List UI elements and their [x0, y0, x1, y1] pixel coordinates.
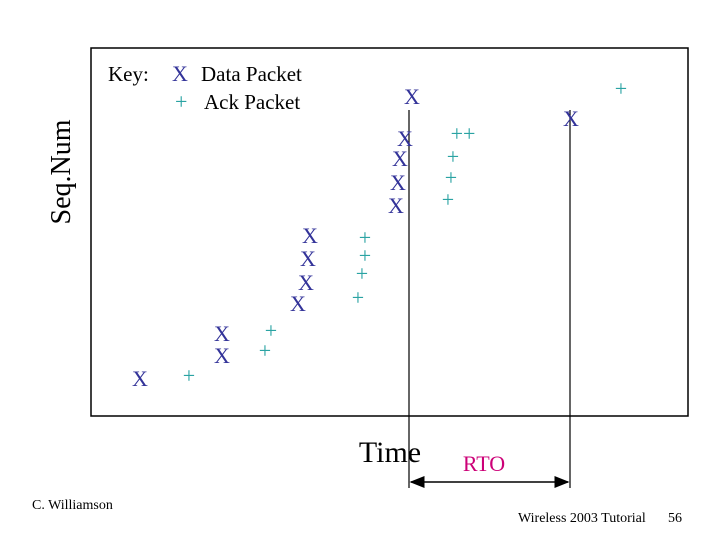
data-packet: X [300, 246, 316, 271]
ack-packet: + [445, 165, 457, 190]
ack-packet: + [615, 76, 627, 101]
data-packet: X [214, 343, 230, 368]
footer-author: C. Williamson [32, 498, 113, 513]
x-axis-label: Time [359, 436, 421, 469]
key-ack-label: Ack Packet [204, 90, 300, 114]
data-packet: X [302, 223, 318, 248]
footer-page: 56 [668, 511, 682, 526]
ack-packet: + [259, 338, 271, 363]
ack-packet: + [442, 187, 454, 212]
footer-event: Wireless 2003 Tutorial [518, 511, 646, 526]
ack-packet: + [352, 285, 364, 310]
data-packet: X [563, 106, 579, 131]
key-ack-symbol: + [175, 89, 187, 114]
data-packet: X [404, 84, 420, 109]
data-packet: X [397, 126, 413, 151]
data-packet: X [214, 321, 230, 346]
key-data-symbol: X [172, 61, 188, 86]
ack-packet: + [356, 261, 368, 286]
ack-packet: + [447, 144, 459, 169]
ack-packet: + [183, 363, 195, 388]
data-packet: X [392, 146, 408, 171]
key-data-label: Data Packet [201, 62, 302, 86]
data-packet: X [298, 270, 314, 295]
data-packet: X [290, 291, 306, 316]
data-packet: X [132, 366, 148, 391]
ack-packet: ++ [451, 121, 476, 146]
y-axis-label: Seq.Num [46, 119, 77, 224]
ack-packet: + [359, 243, 371, 268]
key-title: Key: [108, 62, 149, 86]
rto-label: RTO [463, 451, 505, 476]
plot-frame [90, 47, 689, 417]
ack-packet: + [359, 225, 371, 250]
data-packet: X [390, 170, 406, 195]
ack-packet: + [265, 318, 277, 343]
data-packet: X [388, 193, 404, 218]
